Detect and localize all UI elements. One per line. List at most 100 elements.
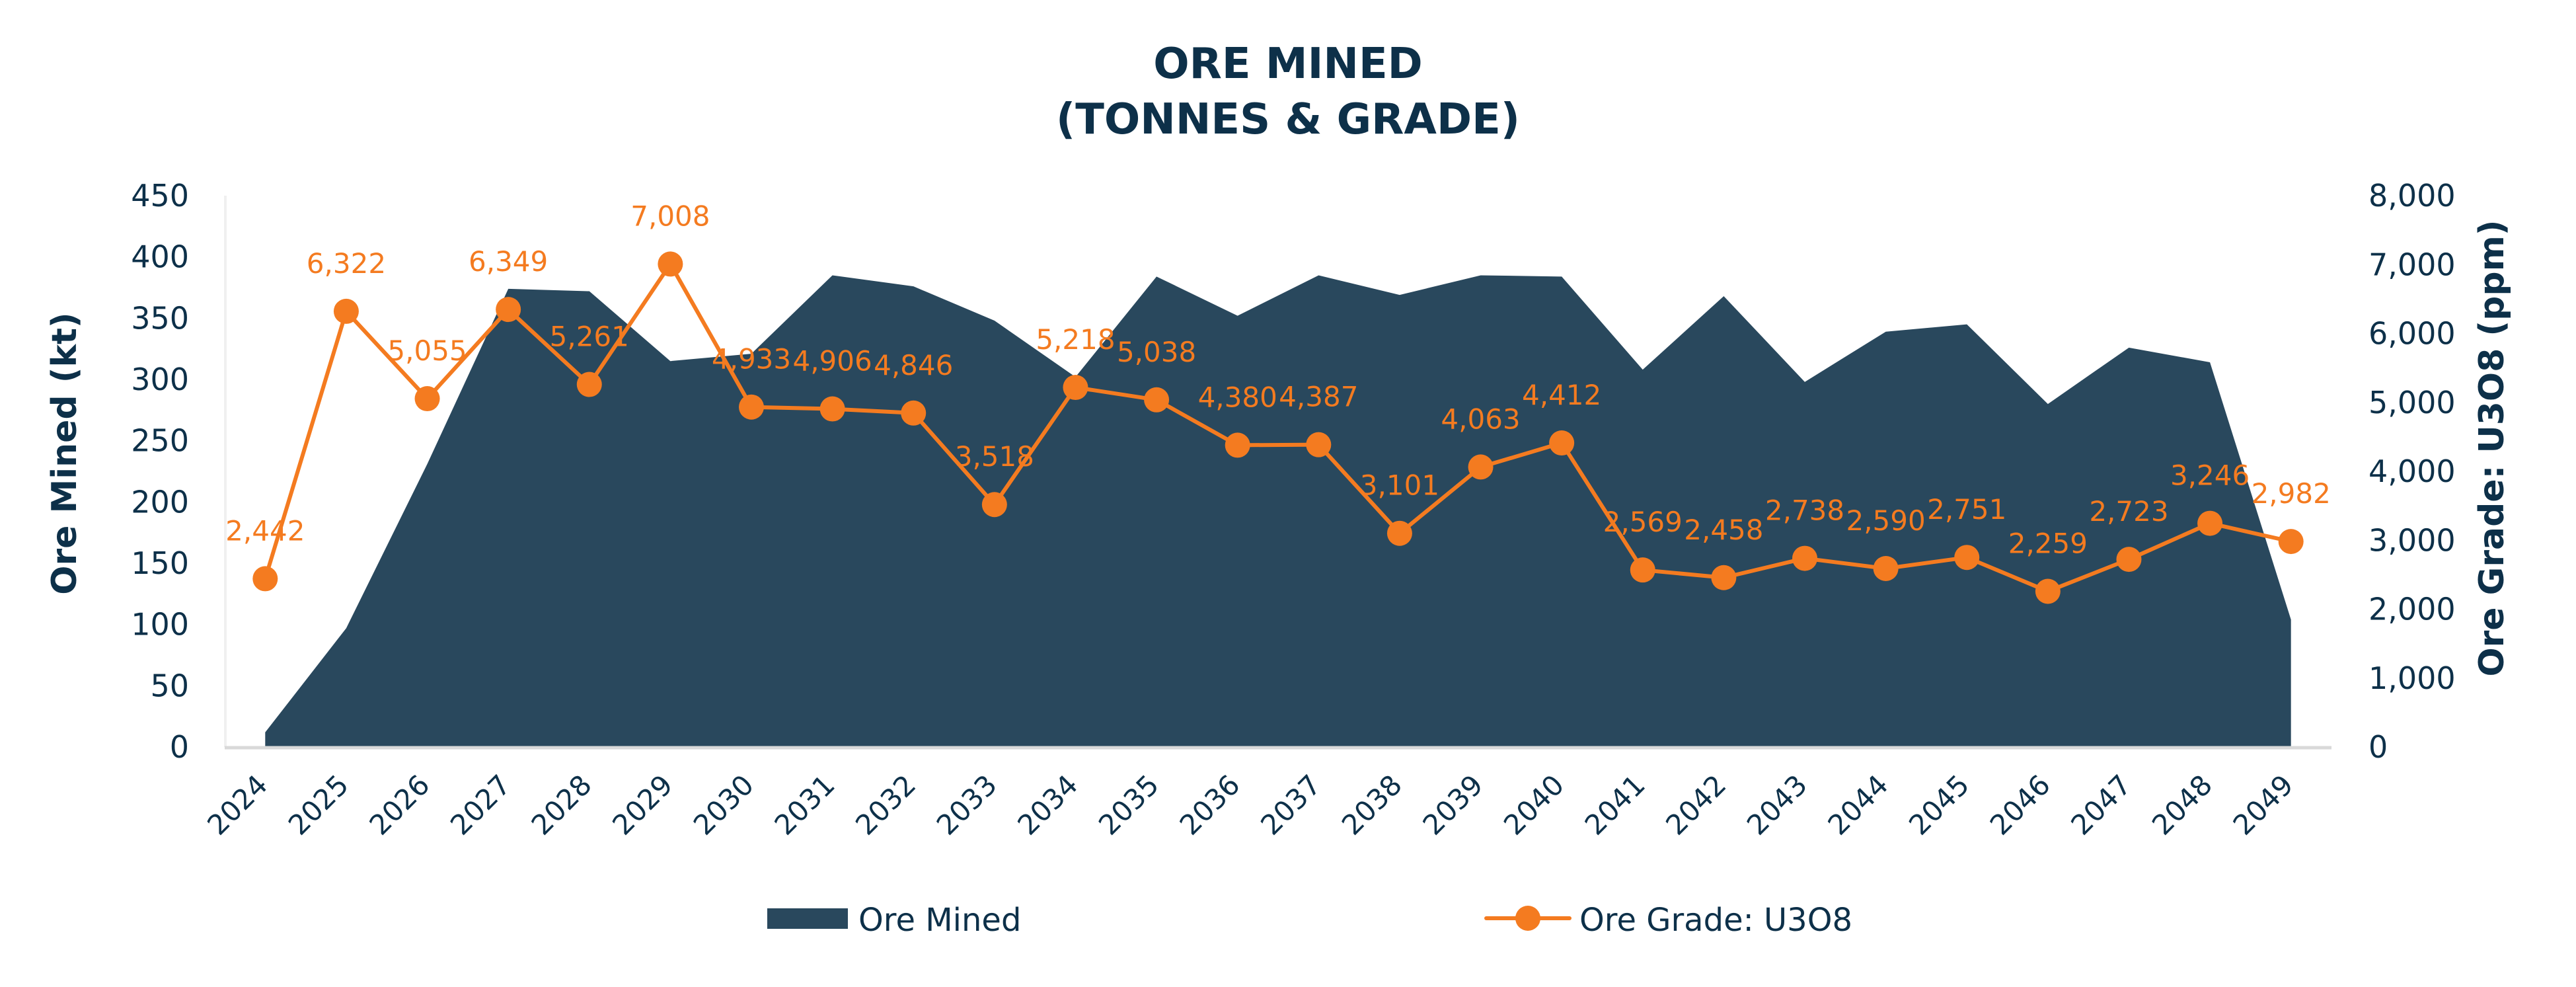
ore-grade-marker-2029[interactable]	[658, 251, 683, 277]
chart-title: ORE MINED (TONNES & GRADE)	[1056, 40, 1520, 144]
ore-grade-line	[263, 262, 2292, 594]
ore-grade-marker-2037[interactable]	[1306, 432, 1332, 457]
ore-grade-marker-2028[interactable]	[576, 372, 602, 397]
ore-grade-marker-2038[interactable]	[1386, 520, 1412, 546]
chart-title-line-1: ORE MINED	[1153, 40, 1423, 89]
ore-grade-data-label-2047: 2,723	[2089, 495, 2168, 528]
x-tick-label: 2028	[525, 768, 598, 841]
ore-grade-marker-2036[interactable]	[1225, 432, 1250, 458]
x-tick-label: 2026	[363, 768, 436, 841]
ore-grade-marker-2047[interactable]	[2116, 547, 2142, 572]
ore-grade-marker-2030[interactable]	[739, 394, 764, 420]
x-tick-label: 2041	[1579, 768, 1651, 841]
ore-grade-data-label-2032: 4,846	[874, 349, 953, 381]
right-tick-label: 5,000	[2368, 385, 2456, 420]
x-tick-label: 2037	[1254, 768, 1327, 841]
left-axis-ticks: 0 50 100 150 200 250 300 350 400 450	[131, 178, 189, 765]
left-axis-title: Ore Mined (kt)	[45, 312, 85, 594]
left-tick-label: 0	[170, 729, 189, 765]
x-tick-label: 2024	[201, 768, 274, 841]
ore-grade-data-label-2049: 2,982	[2252, 477, 2331, 510]
x-tick-label: 2039	[1416, 768, 1489, 841]
ore-grade-marker-2044[interactable]	[1873, 555, 1899, 581]
ore-grade-marker-2027[interactable]	[496, 297, 521, 323]
x-tick-label: 2044	[1821, 768, 1894, 841]
ore-grade-marker-2043[interactable]	[1792, 545, 1817, 571]
ore-grade-marker-2025[interactable]	[333, 298, 359, 324]
chart-title-line-2: (TONNES & GRADE)	[1056, 95, 1520, 144]
ore-grade-data-label-2048: 3,246	[2170, 459, 2250, 492]
left-tick-label: 450	[131, 178, 189, 214]
right-tick-label: 6,000	[2368, 316, 2456, 352]
ore-grade-data-label-2030: 4,933	[712, 343, 791, 375]
ore-grade-data-label-2041: 2,569	[1603, 506, 1683, 538]
left-tick-label: 300	[131, 362, 189, 397]
left-tick-label: 150	[131, 545, 189, 581]
ore-grade-marker-2040[interactable]	[1549, 430, 1575, 456]
ore-grade-markers	[252, 251, 2304, 604]
right-tick-label: 2,000	[2368, 592, 2456, 627]
ore-grade-data-label-2029: 7,008	[630, 200, 710, 232]
ore-grade-data-label-2024: 2,442	[225, 514, 305, 547]
ore-grade-data-labels: 2,442 6,322 5,055 6,349 5,261 7,008 4,933 4,906…	[225, 200, 2331, 559]
x-tick-label: 2025	[282, 768, 355, 841]
x-tick-label: 2029	[606, 768, 679, 841]
ore-grade-data-label-2045: 2,751	[1927, 493, 2006, 526]
ore-grade-marker-2035[interactable]	[1144, 387, 1170, 413]
ore-grade-data-label-2025: 6,322	[307, 247, 386, 280]
ore-mined-area-layer	[265, 275, 2291, 747]
left-tick-label: 250	[131, 423, 189, 459]
ore-grade-line-layer	[263, 262, 2292, 594]
ore-grade-data-label-2038: 3,101	[1360, 469, 1439, 502]
x-tick-label: 2047	[2065, 768, 2137, 841]
ore-grade-data-label-2027: 6,349	[469, 245, 548, 278]
ore-grade-marker-2048[interactable]	[2197, 510, 2223, 536]
ore-grade-marker-2031[interactable]	[819, 396, 845, 422]
ore-grade-data-label-2042: 2,458	[1684, 514, 1763, 546]
ore-grade-data-label-2026: 5,055	[387, 335, 467, 367]
ore-grade-data-label-2046: 2,259	[2008, 527, 2088, 559]
legend-item-ore-mined[interactable]: Ore Mined	[767, 902, 1021, 939]
x-axis-ticks: 2024 2025 2026 2027 2028 2029 2030 2031 2032 2033…	[201, 768, 2300, 841]
legend: Ore Mined Ore Grade: U3O8	[767, 902, 1852, 939]
ore-grade-data-label-2036: 4,380	[1198, 381, 1277, 413]
ore-grade-marker-2039[interactable]	[1468, 454, 1494, 480]
x-tick-label: 2034	[1011, 768, 1084, 841]
x-tick-label: 2043	[1741, 768, 1813, 841]
left-tick-label: 200	[131, 484, 189, 520]
ore-grade-marker-2049[interactable]	[2278, 529, 2304, 555]
ore-grade-marker-2041[interactable]	[1630, 557, 1655, 583]
x-tick-label: 2032	[849, 768, 922, 841]
ore-grade-data-label-2043: 2,738	[1765, 494, 1844, 527]
ore-grade-marker-2032[interactable]	[901, 400, 927, 426]
ore-grade-marker-2046[interactable]	[2035, 578, 2061, 604]
right-tick-label: 1,000	[2368, 660, 2456, 696]
ore-grade-marker-2026[interactable]	[414, 386, 440, 412]
ore-grade-data-label-2044: 2,590	[1846, 504, 1925, 537]
ore-grade-data-label-2031: 4,906	[792, 345, 872, 377]
x-tick-label: 2031	[768, 768, 841, 841]
right-axis-ticks: 0 1,000 2,000 3,000 4,000 5,000 6,000 7,000 8,00…	[2368, 178, 2456, 765]
ore-grade-data-label-2033: 3,518	[955, 440, 1034, 473]
right-tick-label: 7,000	[2368, 247, 2456, 282]
ore-grade-marker-2033[interactable]	[981, 492, 1007, 518]
ore-grade-marker-2045[interactable]	[1954, 545, 1980, 571]
x-tick-label: 2030	[687, 768, 760, 841]
ore-grade-marker-2034[interactable]	[1063, 375, 1088, 401]
ore-grade-data-label-2037: 4,387	[1279, 381, 1358, 413]
ore-grade-marker-2042[interactable]	[1711, 565, 1737, 590]
x-tick-label: 2027	[444, 768, 517, 841]
x-tick-label: 2036	[1174, 768, 1246, 841]
right-tick-label: 4,000	[2368, 454, 2456, 489]
x-tick-label: 2042	[1659, 768, 1732, 841]
legend-item-ore-grade[interactable]: Ore Grade: U3O8	[1484, 902, 1852, 939]
ore-grade-data-label-2028: 5,261	[550, 321, 629, 353]
x-tick-label: 2038	[1336, 768, 1408, 841]
x-tick-label: 2046	[1984, 768, 2057, 841]
ore-grade-marker-2024[interactable]	[252, 566, 278, 592]
legend-marker-ore-grade	[1515, 906, 1540, 931]
ore-mined-area	[265, 275, 2291, 747]
ore-grade-data-label-2039: 4,063	[1441, 403, 1520, 435]
x-tick-label: 2045	[1903, 768, 1975, 841]
